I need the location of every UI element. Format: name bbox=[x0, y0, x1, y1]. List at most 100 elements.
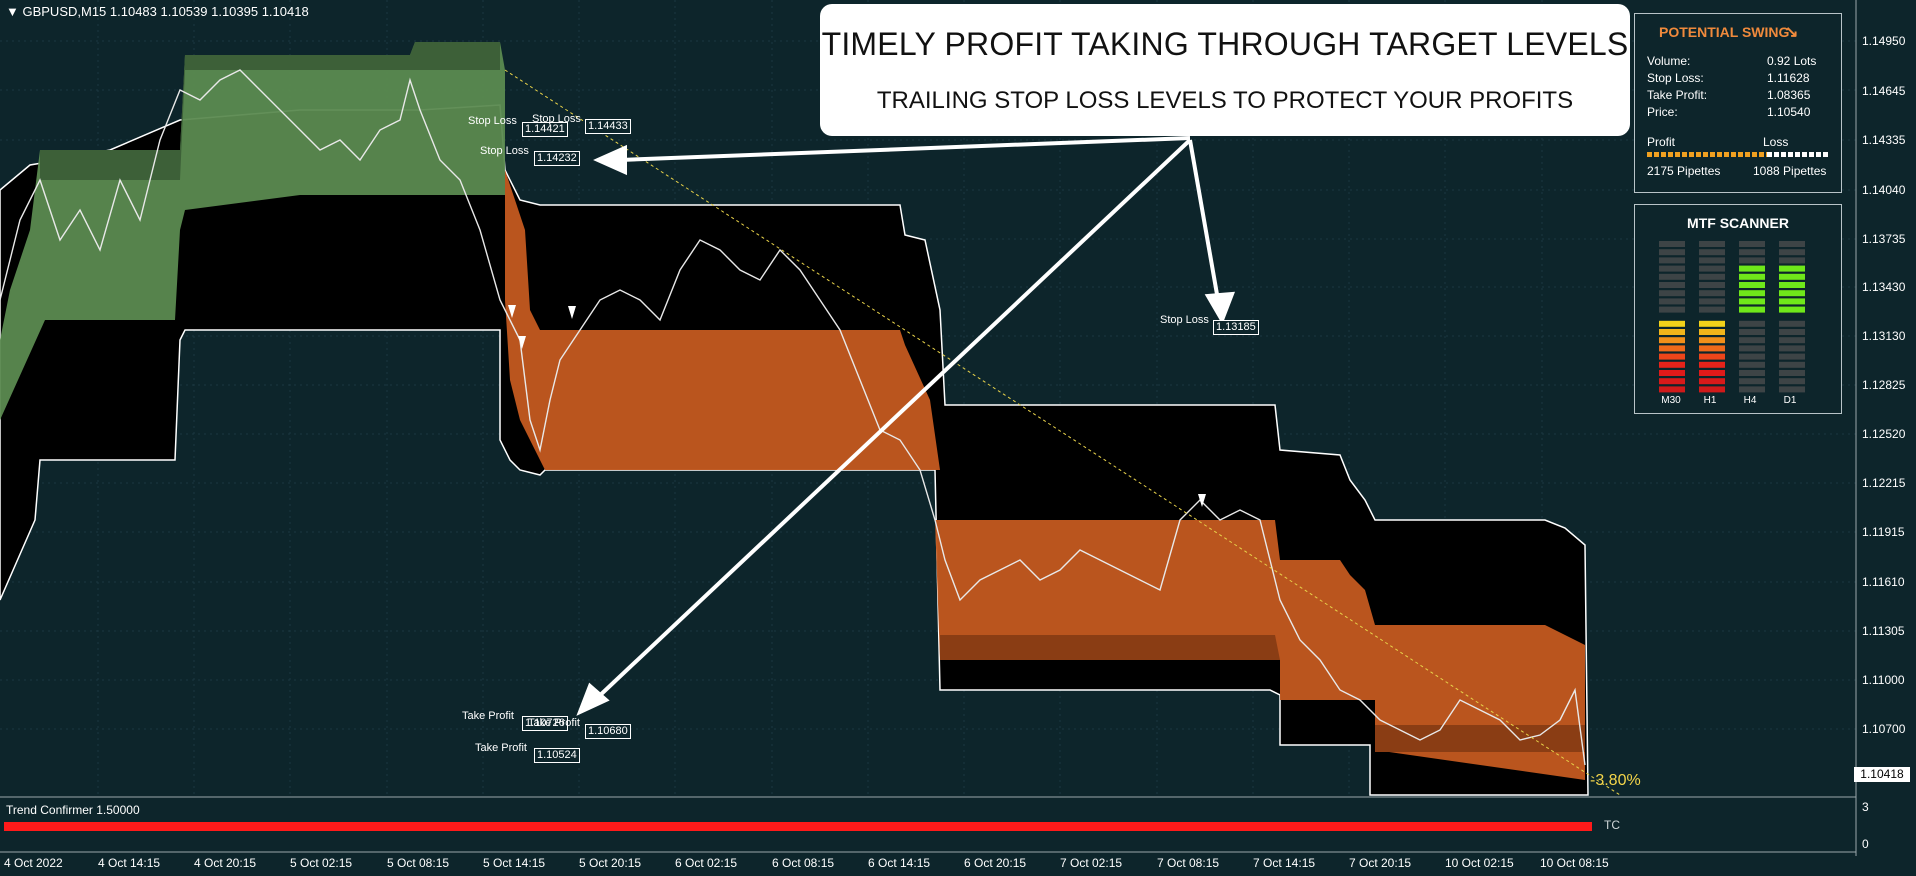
scanner-segment bbox=[1739, 370, 1765, 376]
scanner-segment bbox=[1739, 337, 1765, 344]
bull-zone[interactable] bbox=[0, 42, 505, 420]
profit-label: Profit bbox=[1647, 135, 1676, 149]
bear-zone-1[interactable] bbox=[505, 170, 940, 470]
tp-box-a: 1.10726 bbox=[522, 716, 568, 731]
sl-label-a: Stop Loss bbox=[468, 115, 517, 127]
time-tick: 4 Oct 14:15 bbox=[98, 856, 161, 870]
scanner-segment bbox=[1659, 345, 1685, 352]
scanner-segment bbox=[1699, 329, 1725, 335]
callout-line1: TIMELY PROFIT TAKING THROUGH TARGET LEVE… bbox=[821, 26, 1629, 62]
sl-label-c: Stop Loss bbox=[480, 145, 529, 157]
scanner-segment bbox=[1659, 337, 1685, 344]
tp-box-c: 1.10524 bbox=[534, 748, 580, 763]
price-tick: 1.12520 bbox=[1862, 427, 1906, 441]
scanner-segment bbox=[1659, 370, 1685, 376]
price-tick: 1.14950 bbox=[1862, 34, 1906, 48]
scanner-segment bbox=[1659, 329, 1685, 335]
tp-label-b: Take Profit bbox=[528, 717, 580, 729]
scanner-segment bbox=[1699, 361, 1725, 368]
loss-bar bbox=[1767, 152, 1829, 157]
time-tick: 4 Oct 20:15 bbox=[194, 856, 257, 870]
loss-label: Loss bbox=[1763, 135, 1789, 149]
scanner-segment bbox=[1779, 345, 1805, 352]
scanner-segment bbox=[1699, 378, 1725, 385]
scanner-segment bbox=[1779, 241, 1805, 247]
time-tick: 7 Oct 02:15 bbox=[1060, 856, 1123, 870]
price-label: Price: bbox=[1647, 105, 1678, 119]
tf-label-m30: M30 bbox=[1661, 395, 1681, 406]
time-tick: 7 Oct 14:15 bbox=[1253, 856, 1316, 870]
scanner-segment bbox=[1779, 378, 1805, 385]
scanner-segment bbox=[1699, 265, 1725, 272]
time-tick: 5 Oct 08:15 bbox=[387, 856, 450, 870]
time-tick: 10 Oct 08:15 bbox=[1540, 856, 1609, 870]
scanner-segment bbox=[1699, 249, 1725, 256]
trend-confirmer-bar bbox=[4, 822, 1592, 831]
scanner-segment bbox=[1779, 282, 1805, 288]
scanner-segment bbox=[1659, 386, 1685, 393]
scanner-segment bbox=[1659, 257, 1685, 264]
price-line bbox=[0, 69, 1586, 766]
scanner-segment bbox=[1659, 273, 1685, 280]
sl-box-c: 1.14232 bbox=[534, 151, 580, 166]
volume-value: 0.92 Lots bbox=[1767, 54, 1817, 68]
symbol-header: ▼ GBPUSD,M15 1.10483 1.10539 1.10395 1.1… bbox=[6, 4, 309, 19]
scanner-segment bbox=[1739, 265, 1765, 272]
price-tick: 1.10700 bbox=[1862, 722, 1906, 736]
scanner-segment bbox=[1659, 241, 1685, 247]
scanner-segment bbox=[1779, 273, 1805, 280]
price-value: 1.10540 bbox=[1767, 105, 1811, 119]
scanner-segment bbox=[1659, 306, 1685, 313]
scanner-segment bbox=[1739, 386, 1765, 393]
scanner-segment bbox=[1779, 361, 1805, 368]
price-tick: 1.12825 bbox=[1862, 378, 1906, 392]
current-price-marker: 1.10418 bbox=[1854, 767, 1910, 782]
price-tick: 1.13430 bbox=[1862, 280, 1906, 294]
scanner-segment bbox=[1739, 353, 1765, 360]
scanner-segment bbox=[1739, 241, 1765, 247]
potential-swing-panel[interactable]: POTENTIAL SWING ↘ Volume: 0.92 Lots Stop… bbox=[1634, 13, 1842, 193]
scanner-segment bbox=[1739, 345, 1765, 352]
scanner-segment bbox=[1779, 306, 1805, 313]
scanner-segment bbox=[1659, 378, 1685, 385]
scanner-segment bbox=[1779, 370, 1805, 376]
indicator-tag: TC bbox=[1604, 818, 1620, 832]
bear-zone-2-bottom bbox=[940, 635, 1280, 660]
price-tick: 1.13735 bbox=[1862, 232, 1906, 246]
scanner-segment bbox=[1699, 353, 1725, 360]
time-tick: 6 Oct 08:15 bbox=[772, 856, 835, 870]
scanner-segment bbox=[1699, 298, 1725, 305]
scanner-segment bbox=[1779, 298, 1805, 305]
scanner-segment bbox=[1739, 257, 1765, 264]
scanner-segment bbox=[1779, 337, 1805, 344]
mtf-scanner-panel[interactable]: MTF SCANNER M30 H1 H4 D1 bbox=[1634, 204, 1842, 414]
time-tick: 5 Oct 02:15 bbox=[290, 856, 353, 870]
scanner-segment bbox=[1699, 345, 1725, 352]
sl-box-a: 1.14421 bbox=[522, 122, 568, 137]
scanner-segment bbox=[1659, 320, 1685, 327]
bull-zone-top bbox=[40, 42, 500, 180]
sl-box-d: 1.13185 bbox=[1213, 320, 1259, 335]
scanner-segment bbox=[1659, 282, 1685, 288]
scanner-segment bbox=[1739, 298, 1765, 305]
callout-arrows bbox=[576, 136, 1236, 716]
arrow-down-right-icon: ↘ bbox=[1785, 24, 1799, 41]
time-tick: 5 Oct 20:15 bbox=[579, 856, 642, 870]
scanner-segment bbox=[1659, 249, 1685, 256]
indicator-scale-top: 3 bbox=[1862, 800, 1869, 814]
price-tick: 1.13130 bbox=[1862, 329, 1906, 343]
tf-label-h1: H1 bbox=[1703, 395, 1717, 406]
percent-change: -3.80% bbox=[1590, 772, 1641, 789]
scanner-segment bbox=[1699, 241, 1725, 247]
scanner-segment bbox=[1779, 329, 1805, 335]
sl-box-b: 1.14433 bbox=[585, 119, 631, 134]
signal-arrows bbox=[508, 305, 1206, 507]
scanner-segment bbox=[1739, 378, 1765, 385]
scanner-segment bbox=[1739, 273, 1765, 280]
scanner-segment bbox=[1699, 320, 1725, 327]
sl-label-d: Stop Loss bbox=[1160, 314, 1209, 326]
price-tick: 1.14040 bbox=[1862, 183, 1906, 197]
time-tick: 6 Oct 20:15 bbox=[964, 856, 1027, 870]
tp-label-a: Take Profit bbox=[462, 710, 514, 722]
